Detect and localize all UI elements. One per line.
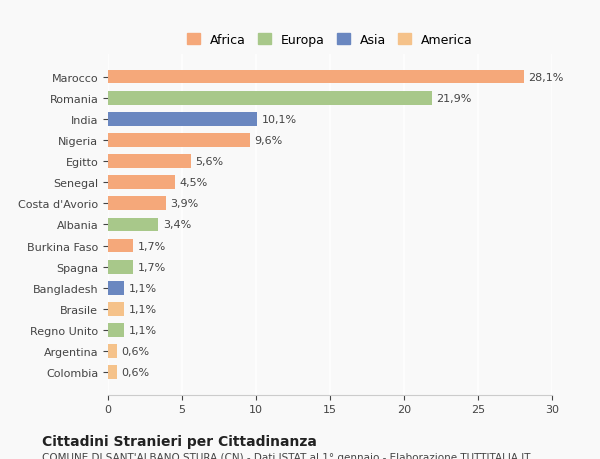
Bar <box>108 176 175 190</box>
Text: 1,1%: 1,1% <box>129 283 157 293</box>
Text: 0,6%: 0,6% <box>121 347 149 356</box>
Bar <box>108 281 124 295</box>
Text: 1,7%: 1,7% <box>137 241 166 251</box>
Text: 3,4%: 3,4% <box>163 220 191 230</box>
Bar <box>108 218 158 232</box>
Text: 1,1%: 1,1% <box>129 325 157 335</box>
Legend: Africa, Europa, Asia, America: Africa, Europa, Asia, America <box>181 28 479 53</box>
Text: 21,9%: 21,9% <box>437 94 472 103</box>
Bar <box>108 197 166 211</box>
Bar <box>108 260 133 274</box>
Text: Cittadini Stranieri per Cittadinanza: Cittadini Stranieri per Cittadinanza <box>42 434 317 448</box>
Bar <box>108 155 191 168</box>
Text: 1,1%: 1,1% <box>129 304 157 314</box>
Bar <box>108 71 524 84</box>
Text: 3,9%: 3,9% <box>170 199 199 209</box>
Bar <box>108 302 124 316</box>
Bar <box>108 345 117 358</box>
Text: 9,6%: 9,6% <box>254 135 283 146</box>
Text: 4,5%: 4,5% <box>179 178 207 188</box>
Bar <box>108 112 257 126</box>
Text: COMUNE DI SANT'ALBANO STURA (CN) - Dati ISTAT al 1° gennaio - Elaborazione TUTTI: COMUNE DI SANT'ALBANO STURA (CN) - Dati … <box>42 452 530 459</box>
Text: 0,6%: 0,6% <box>121 368 149 377</box>
Bar <box>108 324 124 337</box>
Bar <box>108 239 133 253</box>
Bar <box>108 134 250 147</box>
Bar <box>108 92 432 105</box>
Text: 1,7%: 1,7% <box>137 262 166 272</box>
Text: 28,1%: 28,1% <box>529 73 563 82</box>
Text: 5,6%: 5,6% <box>196 157 223 167</box>
Text: 10,1%: 10,1% <box>262 115 297 124</box>
Bar <box>108 366 117 379</box>
